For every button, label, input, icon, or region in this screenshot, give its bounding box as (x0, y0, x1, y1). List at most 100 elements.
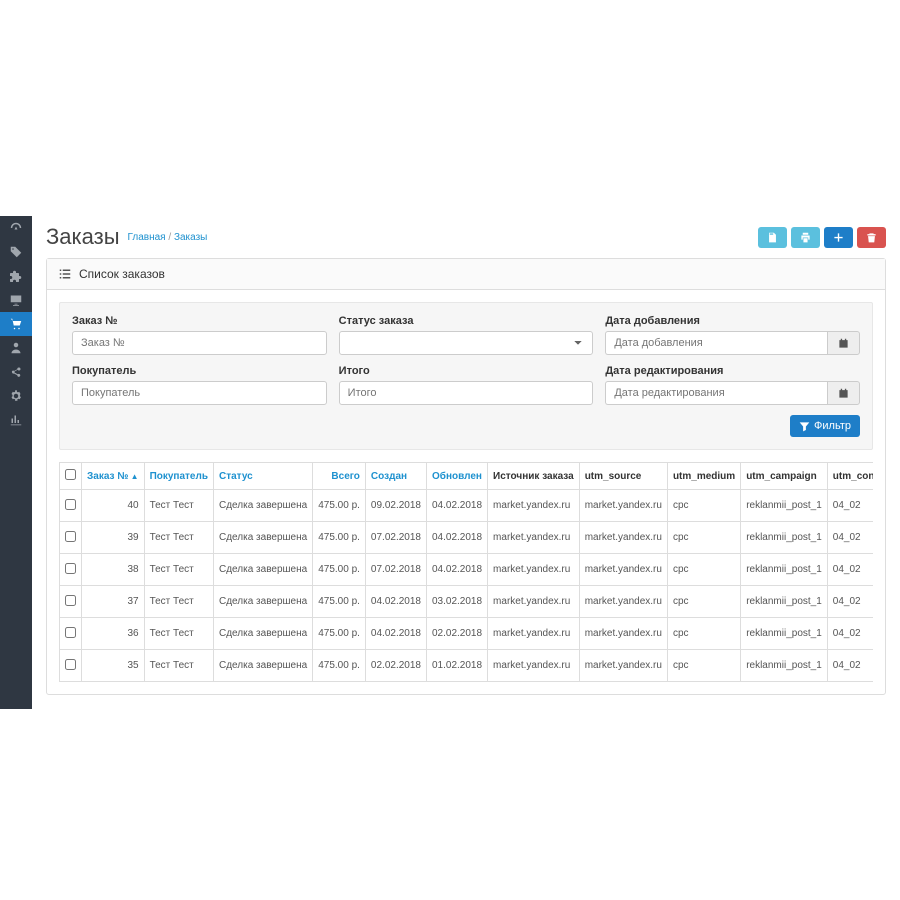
cell-updated: 02.02.2018 (426, 618, 487, 650)
breadcrumb-current[interactable]: Заказы (174, 232, 207, 243)
cell-utm-medium: cpc (667, 522, 740, 554)
filter-status-select[interactable] (339, 331, 594, 355)
sidebar (0, 216, 32, 709)
col-updated[interactable]: Обновлен (426, 463, 487, 490)
cell-utm-campaign: reklanmii_post_1 (741, 554, 828, 586)
cell-created: 07.02.2018 (365, 554, 426, 586)
table-row: 38Тест ТестСделка завершена475.00 р.07.0… (60, 554, 874, 586)
sidebar-item-design[interactable] (0, 288, 32, 312)
plus-icon (833, 232, 844, 243)
cell-utm-source: market.yandex.ru (579, 554, 667, 586)
filter-date-modified-input[interactable] (605, 381, 827, 405)
monitor-icon (10, 294, 22, 306)
breadcrumb-home[interactable]: Главная (128, 232, 166, 243)
add-button[interactable] (824, 227, 853, 248)
cell-source: market.yandex.ru (488, 650, 580, 682)
row-checkbox[interactable] (65, 595, 76, 606)
filter-label-order-id: Заказ № (72, 315, 327, 327)
cell-utm-content: 04_02 (827, 490, 873, 522)
cell-status: Сделка завершена (214, 554, 313, 586)
cell-utm-medium: cpc (667, 618, 740, 650)
cell-order-id: 37 (82, 586, 145, 618)
cell-status: Сделка завершена (214, 650, 313, 682)
select-all-checkbox[interactable] (65, 469, 76, 480)
print-button[interactable] (791, 227, 820, 248)
filter-icon (799, 421, 810, 432)
cell-source: market.yandex.ru (488, 490, 580, 522)
cell-status: Сделка завершена (214, 586, 313, 618)
cell-utm-content: 04_02 (827, 586, 873, 618)
filter-button-label: Фильтр (814, 420, 851, 432)
cell-source: market.yandex.ru (488, 586, 580, 618)
cell-updated: 04.02.2018 (426, 554, 487, 586)
sidebar-item-customers[interactable] (0, 336, 32, 360)
cell-utm-content: 04_02 (827, 522, 873, 554)
row-checkbox[interactable] (65, 531, 76, 542)
col-customer[interactable]: Покупатель (144, 463, 213, 490)
cell-source: market.yandex.ru (488, 554, 580, 586)
calendar-icon (838, 388, 849, 399)
cell-utm-medium: cpc (667, 490, 740, 522)
col-order-id[interactable]: Заказ № (82, 463, 145, 490)
table-row: 35Тест ТестСделка завершена475.00 р.02.0… (60, 650, 874, 682)
cell-utm-source: market.yandex.ru (579, 618, 667, 650)
cell-customer: Тест Тест (144, 522, 213, 554)
cell-status: Сделка завершена (214, 490, 313, 522)
sidebar-item-reports[interactable] (0, 408, 32, 432)
table-row: 40Тест ТестСделка завершена475.00 р.09.0… (60, 490, 874, 522)
cell-customer: Тест Тест (144, 586, 213, 618)
gear-icon (10, 390, 22, 402)
filter-area: Заказ № Статус заказа Дата добавления (59, 302, 873, 450)
cell-total: 475.00 р. (313, 618, 366, 650)
sidebar-item-catalog[interactable] (0, 240, 32, 264)
user-icon (10, 342, 22, 354)
cell-customer: Тест Тест (144, 554, 213, 586)
cell-order-id: 39 (82, 522, 145, 554)
row-checkbox[interactable] (65, 627, 76, 638)
cell-updated: 03.02.2018 (426, 586, 487, 618)
cell-utm-source: market.yandex.ru (579, 490, 667, 522)
cell-customer: Тест Тест (144, 490, 213, 522)
invoice-button[interactable] (758, 227, 787, 248)
col-status[interactable]: Статус (214, 463, 313, 490)
cell-utm-medium: cpc (667, 554, 740, 586)
filter-label-date-added: Дата добавления (605, 315, 860, 327)
col-created[interactable]: Создан (365, 463, 426, 490)
col-total[interactable]: Всего (313, 463, 366, 490)
sidebar-item-marketing[interactable] (0, 360, 32, 384)
sidebar-item-sales[interactable] (0, 312, 32, 336)
cell-total: 475.00 р. (313, 554, 366, 586)
filter-order-id-input[interactable] (72, 331, 327, 355)
delete-button[interactable] (857, 227, 886, 248)
filter-total-input[interactable] (339, 381, 594, 405)
sidebar-item-extensions[interactable] (0, 264, 32, 288)
table-row: 39Тест ТестСделка завершена475.00 р.07.0… (60, 522, 874, 554)
file-icon (767, 232, 778, 243)
filter-button[interactable]: Фильтр (790, 415, 860, 437)
trash-icon (866, 232, 877, 243)
col-utm-source: utm_source (579, 463, 667, 490)
dashboard-icon (10, 222, 22, 234)
cell-utm-content: 04_02 (827, 650, 873, 682)
cell-created: 04.02.2018 (365, 618, 426, 650)
cell-utm-source: market.yandex.ru (579, 586, 667, 618)
filter-date-added-input[interactable] (605, 331, 827, 355)
row-checkbox[interactable] (65, 563, 76, 574)
cell-created: 02.02.2018 (365, 650, 426, 682)
cell-status: Сделка завершена (214, 522, 313, 554)
cell-customer: Тест Тест (144, 618, 213, 650)
cell-source: market.yandex.ru (488, 618, 580, 650)
filter-label-date-modified: Дата редактирования (605, 365, 860, 377)
tag-icon (10, 246, 22, 258)
row-checkbox[interactable] (65, 659, 76, 670)
date-modified-picker-button[interactable] (827, 381, 860, 405)
date-added-picker-button[interactable] (827, 331, 860, 355)
filter-customer-input[interactable] (72, 381, 327, 405)
col-checkbox (60, 463, 82, 490)
cell-order-id: 40 (82, 490, 145, 522)
main-content: Заказы Главная / Заказы Список заказов (32, 216, 900, 709)
sidebar-item-system[interactable] (0, 384, 32, 408)
row-checkbox[interactable] (65, 499, 76, 510)
sidebar-item-dashboard[interactable] (0, 216, 32, 240)
filter-label-total: Итого (339, 365, 594, 377)
